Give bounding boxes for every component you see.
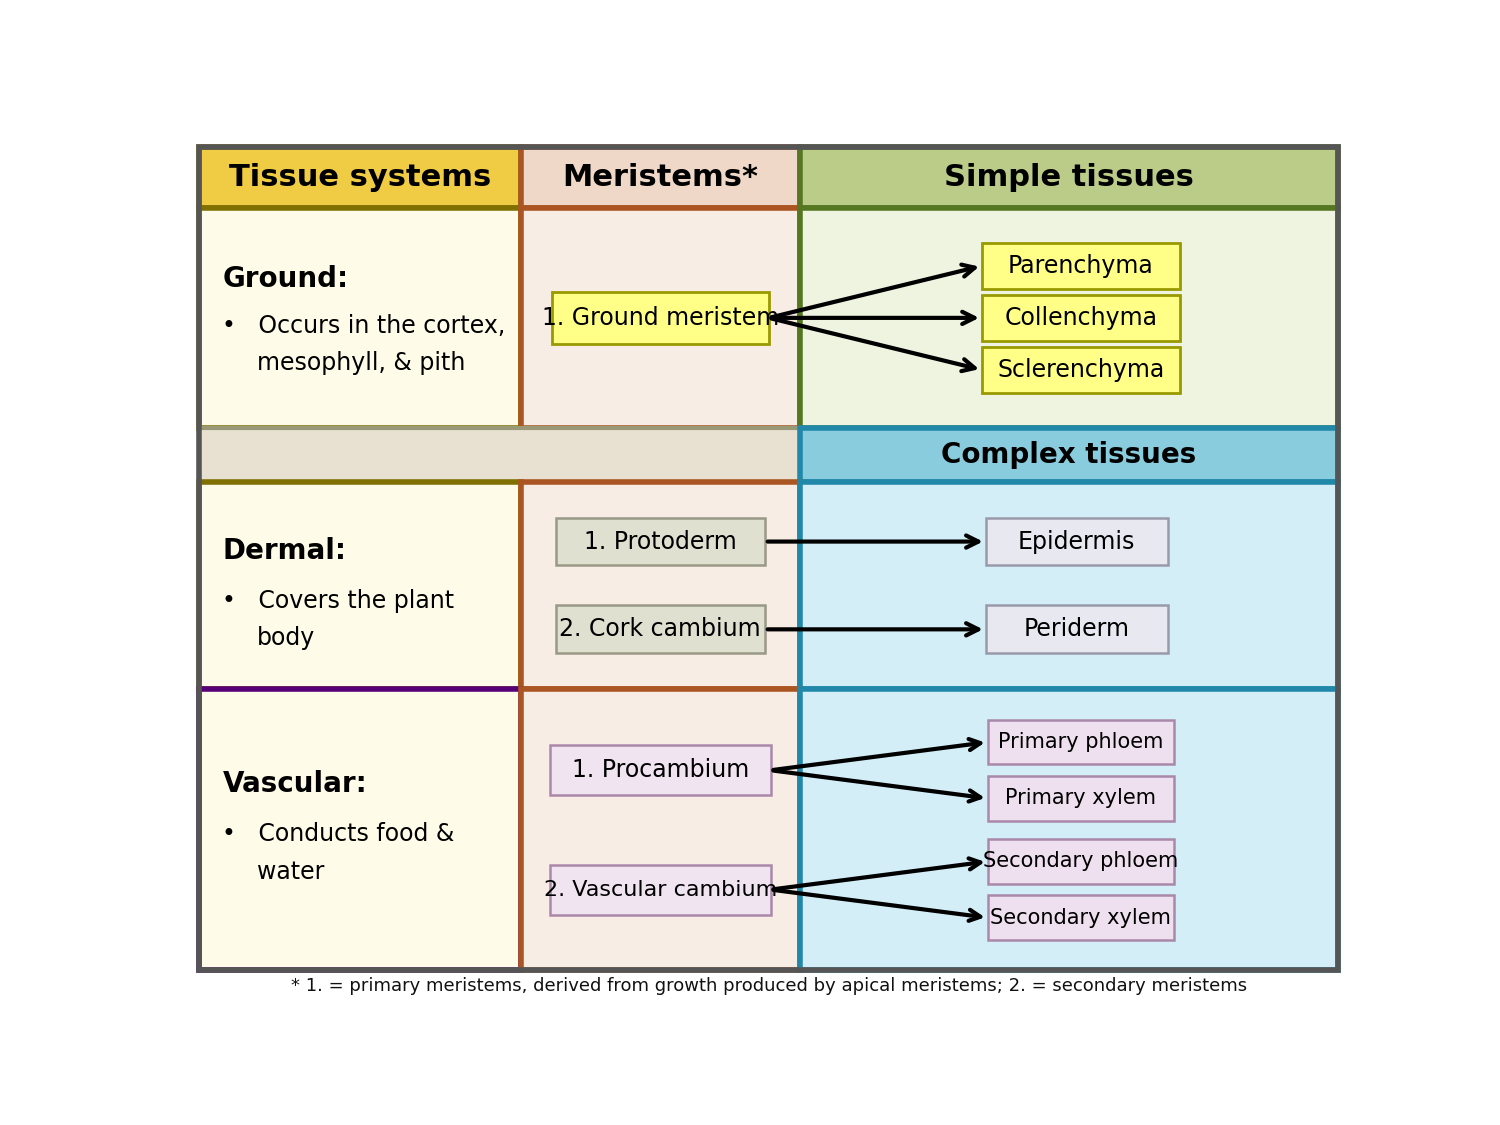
Text: Vascular:: Vascular: xyxy=(222,770,368,798)
Text: Primary xylem: Primary xylem xyxy=(1005,789,1156,809)
Text: •   Occurs in the cortex,: • Occurs in the cortex, xyxy=(222,314,506,338)
Text: Tissue systems: Tissue systems xyxy=(230,163,490,192)
Text: Collenchyma: Collenchyma xyxy=(1004,306,1156,330)
Text: Secondary phloem: Secondary phloem xyxy=(982,852,1179,872)
FancyBboxPatch shape xyxy=(800,428,1338,482)
FancyBboxPatch shape xyxy=(982,243,1179,289)
FancyBboxPatch shape xyxy=(987,720,1173,765)
Text: 2. Vascular cambium: 2. Vascular cambium xyxy=(543,880,777,900)
FancyBboxPatch shape xyxy=(800,690,1338,971)
Text: Complex tissues: Complex tissues xyxy=(942,441,1197,468)
FancyBboxPatch shape xyxy=(520,208,800,428)
Text: water: water xyxy=(258,861,324,884)
Text: * 1. = primary meristems, derived from growth produced by apical meristems; 2. =: * 1. = primary meristems, derived from g… xyxy=(291,976,1246,994)
FancyBboxPatch shape xyxy=(986,518,1168,566)
FancyBboxPatch shape xyxy=(555,605,765,654)
FancyBboxPatch shape xyxy=(982,295,1179,341)
FancyBboxPatch shape xyxy=(987,896,1173,940)
FancyBboxPatch shape xyxy=(520,690,800,971)
Text: 1. Protoderm: 1. Protoderm xyxy=(584,530,736,554)
FancyBboxPatch shape xyxy=(520,146,800,208)
Text: •   Covers the plant: • Covers the plant xyxy=(222,588,454,613)
Text: 1. Procambium: 1. Procambium xyxy=(572,758,748,782)
Text: Dermal:: Dermal: xyxy=(222,537,346,565)
Text: 2. Cork cambium: 2. Cork cambium xyxy=(560,618,760,641)
FancyBboxPatch shape xyxy=(800,208,1338,428)
FancyBboxPatch shape xyxy=(987,839,1173,884)
Text: mesophyll, & pith: mesophyll, & pith xyxy=(258,351,465,375)
FancyBboxPatch shape xyxy=(520,482,800,690)
FancyBboxPatch shape xyxy=(200,428,800,482)
FancyBboxPatch shape xyxy=(550,865,771,915)
Text: Simple tissues: Simple tissues xyxy=(944,163,1194,192)
FancyBboxPatch shape xyxy=(552,291,768,344)
Text: Periderm: Periderm xyxy=(1024,618,1130,641)
Text: Ground:: Ground: xyxy=(222,266,348,294)
Text: •   Conducts food &: • Conducts food & xyxy=(222,821,454,846)
FancyBboxPatch shape xyxy=(800,146,1338,208)
FancyBboxPatch shape xyxy=(200,146,520,208)
Text: Secondary xylem: Secondary xylem xyxy=(990,908,1172,928)
Text: Sclerenchyma: Sclerenchyma xyxy=(998,358,1164,381)
Text: Parenchyma: Parenchyma xyxy=(1008,254,1154,278)
FancyBboxPatch shape xyxy=(982,346,1179,393)
FancyBboxPatch shape xyxy=(200,208,520,428)
Text: Epidermis: Epidermis xyxy=(1019,530,1136,554)
Text: Primary phloem: Primary phloem xyxy=(998,732,1164,753)
Text: body: body xyxy=(258,626,315,650)
Text: 1. Ground meristem: 1. Ground meristem xyxy=(542,306,778,330)
FancyBboxPatch shape xyxy=(200,690,520,971)
FancyBboxPatch shape xyxy=(800,482,1338,690)
FancyBboxPatch shape xyxy=(200,482,520,690)
FancyBboxPatch shape xyxy=(986,605,1168,654)
FancyBboxPatch shape xyxy=(550,745,771,795)
FancyBboxPatch shape xyxy=(555,518,765,566)
Text: Meristems*: Meristems* xyxy=(562,163,758,192)
FancyBboxPatch shape xyxy=(987,776,1173,820)
